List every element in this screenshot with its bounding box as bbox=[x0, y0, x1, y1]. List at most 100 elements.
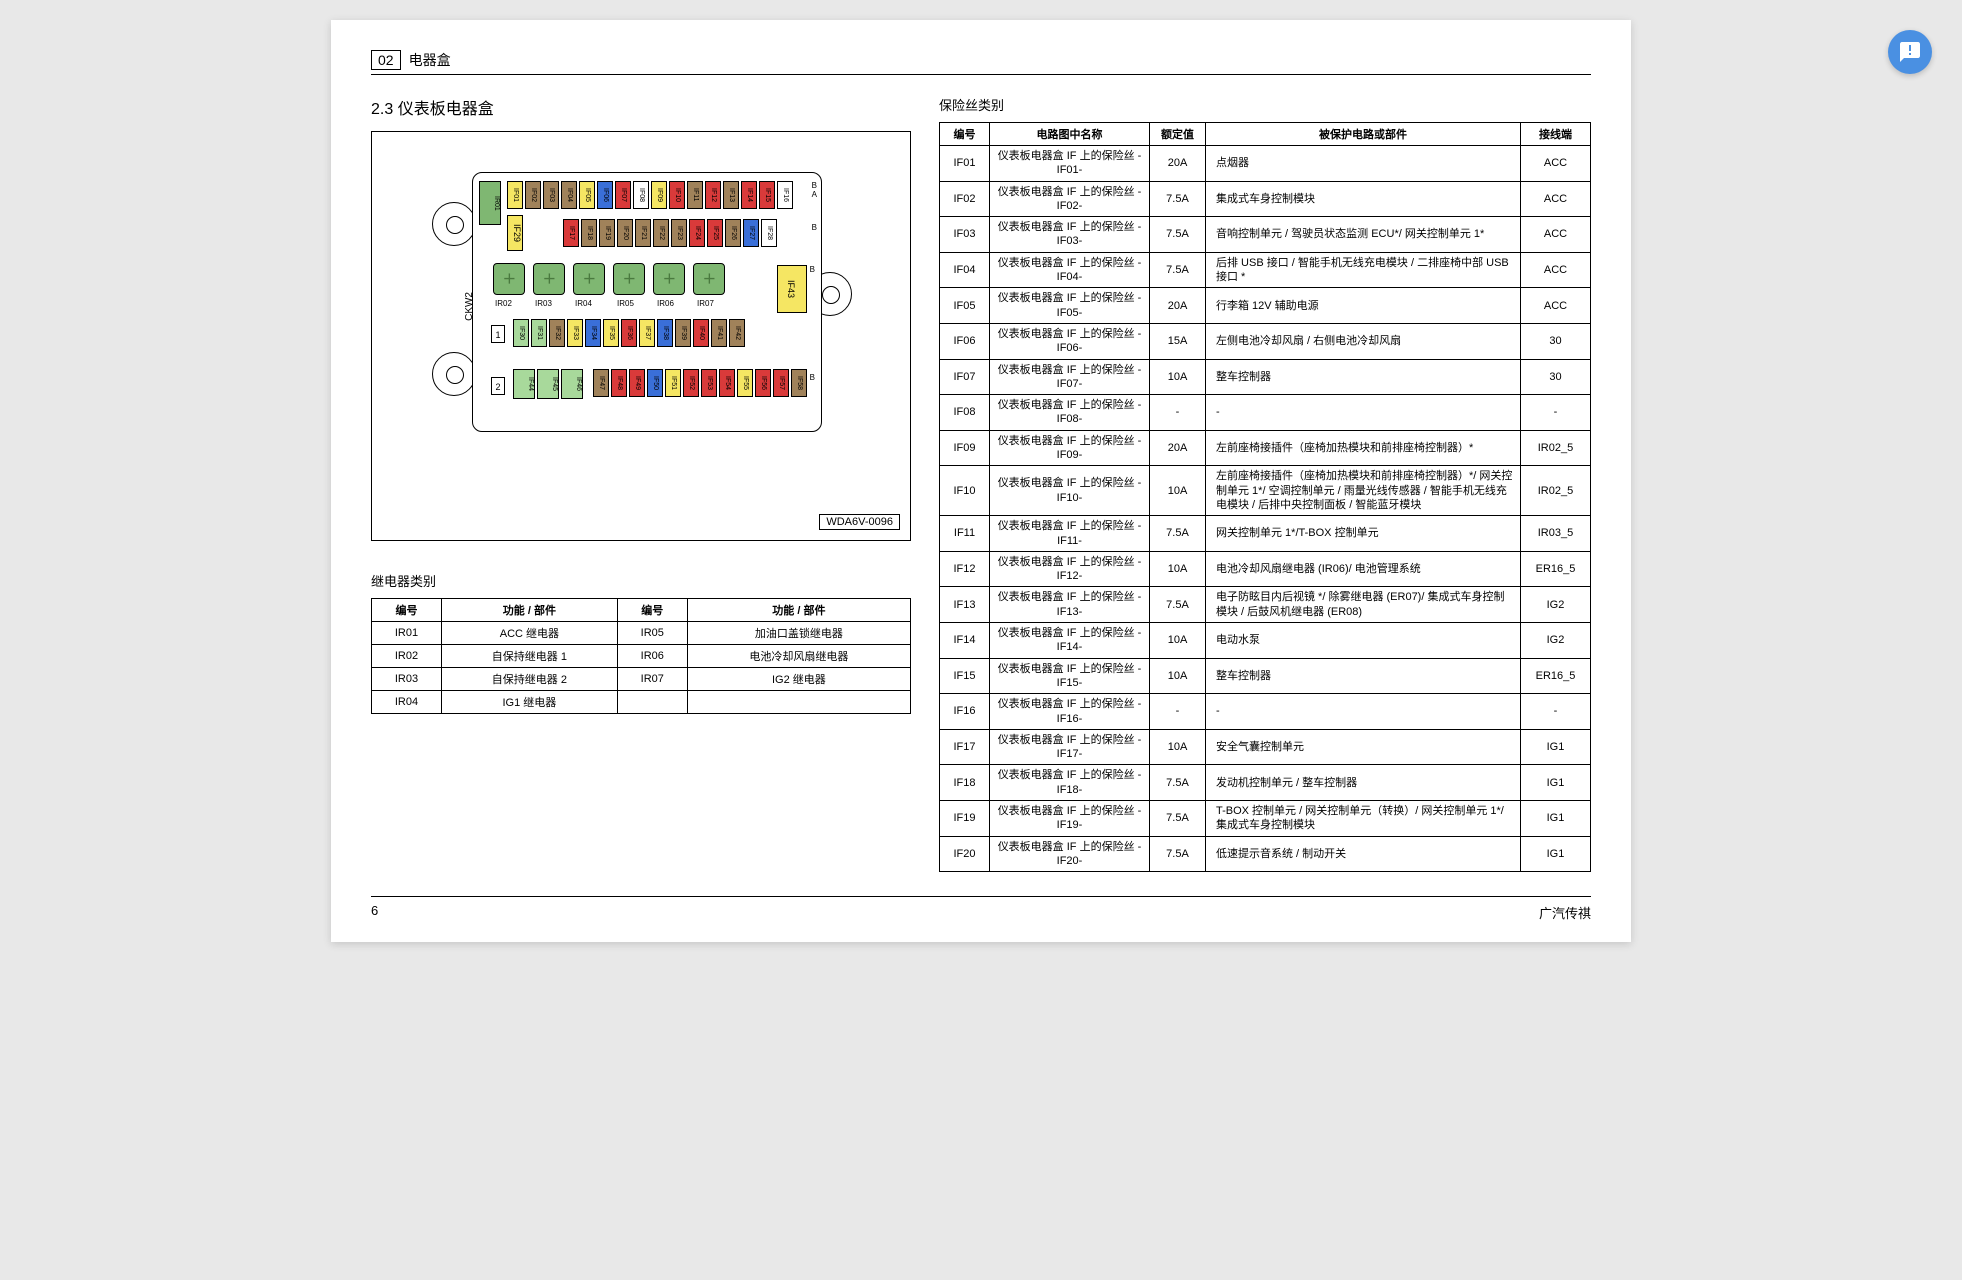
fuse-if46: IF46 bbox=[561, 369, 583, 399]
fuse-if47: IF47 bbox=[593, 369, 609, 397]
fuse-if53: IF53 bbox=[701, 369, 717, 397]
fuse-if56: IF56 bbox=[755, 369, 771, 397]
fuse-if17: IF17 bbox=[563, 219, 579, 247]
fuse-if23: IF23 bbox=[671, 219, 687, 247]
fuse-row-2b: IF47IF48IF49IF50IF51IF52IF53IF54IF55IF56… bbox=[593, 369, 807, 397]
fuse-if30: IF30 bbox=[513, 319, 529, 347]
fuse-if44: IF44 bbox=[513, 369, 535, 399]
table-row: IF16仪表板电器盒 IF 上的保险丝 -IF16---- bbox=[940, 694, 1591, 730]
fuse-if05: IF05 bbox=[579, 181, 595, 209]
fuse-if43: IF43 bbox=[777, 265, 807, 313]
fuse-if18: IF18 bbox=[581, 219, 597, 247]
table-row: IF10仪表板电器盒 IF 上的保险丝 -IF10-10A左前座椅接插件（座椅加… bbox=[940, 466, 1591, 516]
relay-ir02 bbox=[493, 263, 525, 295]
fuse-if15: IF15 bbox=[759, 181, 775, 209]
fuse-if20: IF20 bbox=[617, 219, 633, 247]
table-row: IF04仪表板电器盒 IF 上的保险丝 -IF04-7.5A后排 USB 接口 … bbox=[940, 252, 1591, 288]
relay-ir06 bbox=[653, 263, 685, 295]
table-row: IF15仪表板电器盒 IF 上的保险丝 -IF15-10A整车控制器ER16_5 bbox=[940, 658, 1591, 694]
table-row: IF07仪表板电器盒 IF 上的保险丝 -IF07-10A整车控制器30 bbox=[940, 359, 1591, 395]
fusebox-board: IR01 IF01IF02IF03IF04IF05IF06IF07IF08IF0… bbox=[472, 172, 822, 432]
fuse-row-b: IF17IF18IF19IF20IF21IF22IF23IF24IF25IF26… bbox=[563, 219, 777, 247]
page-number: 6 bbox=[371, 903, 378, 922]
fuse-if36: IF36 bbox=[621, 319, 637, 347]
row-marker-2: 2 bbox=[491, 377, 505, 395]
chat-icon bbox=[1898, 40, 1922, 64]
header: 02 电器盒 bbox=[371, 50, 1591, 75]
relay-header-3: 功能 / 部件 bbox=[687, 599, 910, 622]
fuse-if45: IF45 bbox=[537, 369, 559, 399]
relay-header-0: 编号 bbox=[372, 599, 442, 622]
table-row: IR04IG1 继电器 bbox=[372, 691, 911, 714]
fuse-if51: IF51 bbox=[665, 369, 681, 397]
table-row: IF18仪表板电器盒 IF 上的保险丝 -IF18-7.5A发动机控制单元 / … bbox=[940, 765, 1591, 801]
fuse-if33: IF33 bbox=[567, 319, 583, 347]
fuse-if22: IF22 bbox=[653, 219, 669, 247]
fuse-if04: IF04 bbox=[561, 181, 577, 209]
footer: 6 广汽传祺 bbox=[371, 896, 1591, 922]
fuse-if08: IF08 bbox=[633, 181, 649, 209]
relay-ir03 bbox=[533, 263, 565, 295]
table-row: IF06仪表板电器盒 IF 上的保险丝 -IF06-15A左侧电池冷却风扇 / … bbox=[940, 323, 1591, 359]
fuse-if50: IF50 bbox=[647, 369, 663, 397]
table-row: IF13仪表板电器盒 IF 上的保险丝 -IF13-7.5A电子防眩目内后视镜 … bbox=[940, 587, 1591, 623]
fuse-if42: IF42 bbox=[729, 319, 745, 347]
fuse-if58: IF58 bbox=[791, 369, 807, 397]
fuse-if29: IF29 bbox=[507, 215, 523, 251]
fuse-if02: IF02 bbox=[525, 181, 541, 209]
chapter-title: 电器盒 bbox=[409, 50, 451, 70]
table-row: IF08仪表板电器盒 IF 上的保险丝 -IF08---- bbox=[940, 395, 1591, 431]
fuse-if54: IF54 bbox=[719, 369, 735, 397]
table-row: IF14仪表板电器盒 IF 上的保险丝 -IF14-10A电动水泵IG2 bbox=[940, 623, 1591, 659]
fuse-col-term: 接线端 bbox=[1521, 123, 1591, 146]
section-title: 2.3 仪表板电器盒 bbox=[371, 95, 911, 119]
fuse-if06: IF06 bbox=[597, 181, 613, 209]
fuse-if55: IF55 bbox=[737, 369, 753, 397]
table-row: IF05仪表板电器盒 IF 上的保险丝 -IF05-20A行李箱 12V 辅助电… bbox=[940, 288, 1591, 324]
fuse-if16: IF16 bbox=[777, 181, 793, 209]
fuse-if24: IF24 bbox=[689, 219, 705, 247]
table-row: IF02仪表板电器盒 IF 上的保险丝 -IF02-7.5A集成式车身控制模块A… bbox=[940, 181, 1591, 217]
fuse-if11: IF11 bbox=[687, 181, 703, 209]
fuse-if40: IF40 bbox=[693, 319, 709, 347]
table-row: IF09仪表板电器盒 IF 上的保险丝 -IF09-20A左前座椅接插件（座椅加… bbox=[940, 430, 1591, 466]
fuse-if57: IF57 bbox=[773, 369, 789, 397]
fuse-if21: IF21 bbox=[635, 219, 651, 247]
fuse-row-1: IF30IF31IF32IF33IF34IF35IF36IF37IF38IF39… bbox=[513, 319, 745, 347]
fuse-section-title: 保险丝类别 bbox=[939, 95, 1591, 114]
table-row: IF19仪表板电器盒 IF 上的保险丝 -IF19-7.5AT-BOX 控制单元… bbox=[940, 800, 1591, 836]
table-row: IF20仪表板电器盒 IF 上的保险丝 -IF20-7.5A低速提示音系统 / … bbox=[940, 836, 1591, 872]
relay-header-1: 功能 / 部件 bbox=[442, 599, 618, 622]
fuse-if37: IF37 bbox=[639, 319, 655, 347]
page: 02 电器盒 2.3 仪表板电器盒 CKW2 IR01 IF01IF02IF03… bbox=[331, 20, 1631, 942]
table-row: IF01仪表板电器盒 IF 上的保险丝 -IF01-20A点烟器ACC bbox=[940, 146, 1591, 182]
fuse-table: 编号 电路图中名称 额定值 被保护电路或部件 接线端 IF01仪表板电器盒 IF… bbox=[939, 122, 1591, 872]
fuse-if41: IF41 bbox=[711, 319, 727, 347]
fuse-if13: IF13 bbox=[723, 181, 739, 209]
fuse-if26: IF26 bbox=[725, 219, 741, 247]
relay-table: 编号功能 / 部件编号功能 / 部件 IR01ACC 继电器IR05加油口盖锁继… bbox=[371, 598, 911, 714]
table-row: IF11仪表板电器盒 IF 上的保险丝 -IF11-7.5A网关控制单元 1*/… bbox=[940, 516, 1591, 552]
relay-ir07 bbox=[693, 263, 725, 295]
table-row: IF12仪表板电器盒 IF 上的保险丝 -IF12-10A电池冷却风扇继电器 (… bbox=[940, 551, 1591, 587]
fuse-if03: IF03 bbox=[543, 181, 559, 209]
brand: 广汽传祺 bbox=[1539, 903, 1591, 922]
chapter-number: 02 bbox=[371, 50, 401, 70]
fuse-if39: IF39 bbox=[675, 319, 691, 347]
fuse-col-name: 电路图中名称 bbox=[990, 123, 1150, 146]
fuse-if34: IF34 bbox=[585, 319, 601, 347]
fuse-if07: IF07 bbox=[615, 181, 631, 209]
table-row: IR03自保持继电器 2IR07IG2 继电器 bbox=[372, 668, 911, 691]
fuse-if32: IF32 bbox=[549, 319, 565, 347]
fuse-if28: IF28 bbox=[761, 219, 777, 247]
table-row: IF03仪表板电器盒 IF 上的保险丝 -IF03-7.5A音响控制单元 / 驾… bbox=[940, 217, 1591, 253]
fuse-if27: IF27 bbox=[743, 219, 759, 247]
fuse-if14: IF14 bbox=[741, 181, 757, 209]
fuse-if49: IF49 bbox=[629, 369, 645, 397]
fuse-col-rated: 额定值 bbox=[1150, 123, 1206, 146]
fuse-row-2a: IF44IF45IF46 bbox=[513, 369, 583, 399]
diagram-code: WDA6V-0096 bbox=[819, 514, 900, 530]
row-marker-1: 1 bbox=[491, 325, 505, 343]
fuse-if09: IF09 bbox=[651, 181, 667, 209]
chat-button[interactable] bbox=[1888, 30, 1932, 74]
